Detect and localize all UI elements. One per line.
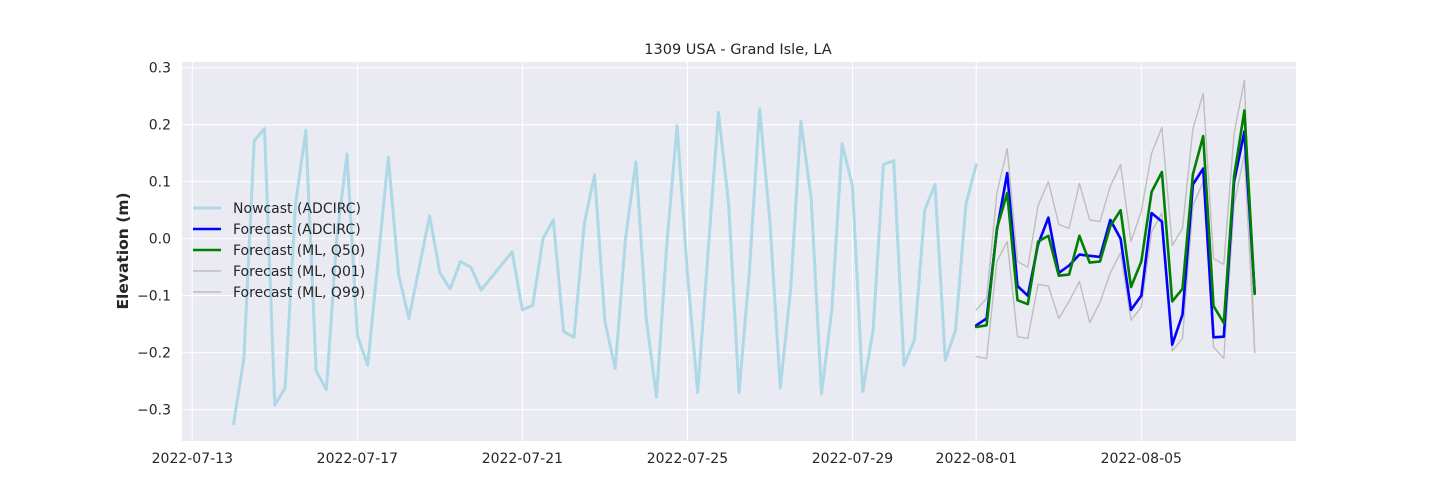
legend-label: Forecast (ML, Q50) <box>233 243 365 259</box>
y-tick-label: 0.1 <box>149 175 171 191</box>
x-tick-label: 2022-07-21 <box>482 451 563 467</box>
legend-label: Forecast (ML, Q01) <box>233 264 365 280</box>
legend-label: Nowcast (ADCIRC) <box>233 201 361 217</box>
x-tick-label: 2022-07-25 <box>647 451 728 467</box>
chart-title: 1309 USA - Grand Isle, LA <box>644 42 831 58</box>
y-axis-tick-labels: 0.3 0.2 0.1 0.0 −0.1 −0.2 −0.3 <box>137 61 171 419</box>
legend-label: Forecast (ML, Q99) <box>233 285 365 301</box>
x-tick-label: 2022-07-29 <box>812 451 893 467</box>
series-line-forecast-ml-q99 <box>975 79 1256 354</box>
series-line-forecast-adcirc <box>974 130 1256 347</box>
y-tick-label: 0.0 <box>149 232 171 248</box>
x-tick-label: 2022-07-13 <box>152 451 233 467</box>
legend: Nowcast (ADCIRC) Forecast (ADCIRC) Forecas… <box>193 201 365 301</box>
y-gridlines <box>182 67 1296 411</box>
series-line-forecast-ml-q50 <box>974 109 1256 329</box>
y-tick-label: −0.3 <box>137 403 171 419</box>
y-tick-label: 0.2 <box>149 118 171 134</box>
x-axis-tick-labels: 2022-07-13 2022-07-17 2022-07-21 2022-07-25… <box>152 451 1182 467</box>
y-tick-label: 0.3 <box>149 61 171 77</box>
x-tick-label: 2022-08-05 <box>1101 451 1182 467</box>
y-tick-label: −0.2 <box>137 346 171 362</box>
x-tick-label: 2022-07-17 <box>317 451 398 467</box>
x-tick-label: 2022-08-01 <box>936 451 1017 467</box>
y-tick-label: −0.1 <box>137 289 171 305</box>
y-axis-label: Elevation (m) <box>114 192 132 309</box>
series-line-nowcast <box>232 107 978 426</box>
series-lines <box>232 79 1256 426</box>
legend-label: Forecast (ADCIRC) <box>233 222 361 238</box>
